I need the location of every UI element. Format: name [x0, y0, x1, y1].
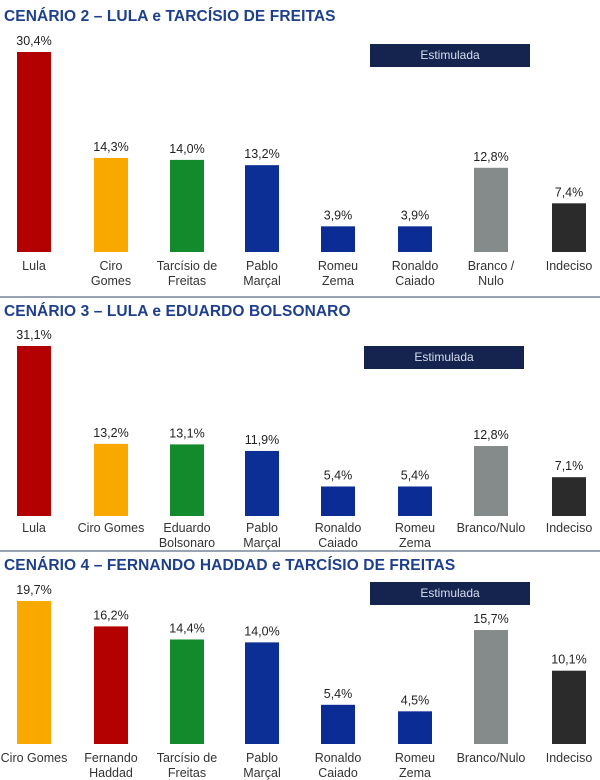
chart-title: CENÁRIO 3 – LULA e EDUARDO BOLSONARO	[4, 303, 351, 320]
data-label: 30,4%	[16, 34, 51, 48]
bar	[17, 52, 51, 252]
bar	[398, 711, 432, 744]
bar	[321, 226, 355, 252]
category-label: Pablo Marçal	[243, 751, 281, 780]
bar	[321, 486, 355, 516]
bar	[474, 446, 508, 516]
data-label: 19,7%	[16, 583, 51, 597]
bar	[245, 642, 279, 744]
category-label: Indeciso	[546, 751, 593, 765]
category-label: Ronaldo Caiado	[315, 521, 362, 550]
bar	[321, 704, 355, 744]
bar	[170, 159, 204, 252]
bar	[552, 203, 586, 252]
bar	[94, 157, 128, 252]
data-label: 10,1%	[551, 653, 586, 667]
data-label: 7,1%	[555, 459, 584, 473]
category-label: Pablo Marçal	[243, 259, 281, 288]
category-label: Ciro Gomes	[1, 751, 68, 765]
data-label: 3,9%	[401, 208, 430, 222]
chart-panel-cenario-2: CENÁRIO 2 – LULA e TARCÍSIO DE FREITAS E…	[0, 0, 600, 300]
estimulada-badge: Estimulada	[370, 44, 530, 67]
data-label: 11,9%	[245, 433, 280, 447]
data-label: 14,3%	[93, 140, 128, 154]
category-label: Lula	[22, 259, 46, 273]
category-label: Eduardo Bolsonaro	[159, 521, 215, 550]
chart-title: CENÁRIO 4 – FERNANDO HADDAD e TARCÍSIO D…	[4, 557, 456, 574]
category-label: Tarcísio de Freitas	[157, 751, 217, 780]
bar-chart: 19,7% Ciro Gomes 16,2% Fernando Haddad 14,4% T…	[1, 583, 593, 780]
bar	[552, 670, 586, 744]
chart-panel-cenario-3: CENÁRIO 3 – LULA e EDUARDO BOLSONARO Est…	[0, 300, 600, 550]
category-label: Tarcísio de Freitas	[157, 259, 217, 288]
category-label: Ronaldo Caiado	[392, 259, 439, 288]
category-label: Ronaldo Caiado	[315, 751, 362, 780]
data-label: 4,5%	[401, 693, 430, 707]
bar	[94, 443, 128, 516]
data-label: 13,2%	[93, 426, 128, 440]
data-label: 14,0%	[169, 142, 204, 156]
estimulada-badge: Estimulada	[364, 346, 524, 369]
data-label: 3,9%	[324, 208, 353, 222]
data-label: 12,8%	[473, 150, 508, 164]
bar	[17, 601, 51, 744]
category-label: Romeu Zema	[318, 259, 358, 288]
bar	[474, 630, 508, 744]
data-label: 15,7%	[473, 612, 508, 626]
bar	[245, 165, 279, 252]
estimulada-badge: Estimulada	[370, 582, 530, 605]
bar	[94, 626, 128, 744]
bar-chart: 31,1% Lula 13,2% Ciro Gomes 13,1% Eduardo Bols…	[16, 328, 593, 550]
category-label: Lula	[22, 521, 46, 535]
bar	[170, 639, 204, 744]
bar	[398, 226, 432, 252]
bar	[170, 444, 204, 516]
data-label: 5,4%	[401, 468, 430, 482]
panel-divider	[0, 550, 600, 552]
data-label: 14,0%	[244, 624, 279, 638]
category-label: Indeciso	[546, 521, 593, 535]
bar	[552, 477, 586, 516]
bar	[245, 450, 279, 516]
data-label: 5,4%	[324, 468, 353, 482]
data-label: 31,1%	[16, 328, 51, 342]
data-label: 14,4%	[169, 621, 204, 635]
category-label: Romeu Zema	[395, 521, 435, 550]
category-label: Branco / Nulo	[468, 259, 515, 288]
bar	[474, 167, 508, 252]
data-label: 13,2%	[244, 147, 279, 161]
chart-panel-cenario-4: CENÁRIO 4 – FERNANDO HADDAD e TARCÍSIO D…	[0, 553, 600, 780]
category-label: Pablo Marçal	[243, 521, 281, 550]
data-label: 5,4%	[324, 687, 353, 701]
category-label: Romeu Zema	[395, 751, 435, 780]
category-label: Branco/Nulo	[457, 521, 526, 535]
data-label: 7,4%	[555, 185, 584, 199]
chart-title: CENÁRIO 2 – LULA e TARCÍSIO DE FREITAS	[4, 8, 336, 25]
bar	[17, 346, 51, 516]
data-label: 13,1%	[169, 426, 204, 440]
category-label: Fernando Haddad	[84, 751, 138, 780]
panel-divider	[0, 296, 600, 298]
bar	[398, 486, 432, 516]
category-label: Branco/Nulo	[457, 751, 526, 765]
data-label: 16,2%	[93, 608, 128, 622]
bar-chart: 30,4% Lula 14,3% Ciro Gomes 14,0% Tarcísio de F…	[16, 34, 593, 288]
category-label: Ciro Gomes	[78, 521, 145, 535]
data-label: 12,8%	[473, 428, 508, 442]
category-label: Ciro Gomes	[91, 259, 131, 288]
category-label: Indeciso	[546, 259, 593, 273]
